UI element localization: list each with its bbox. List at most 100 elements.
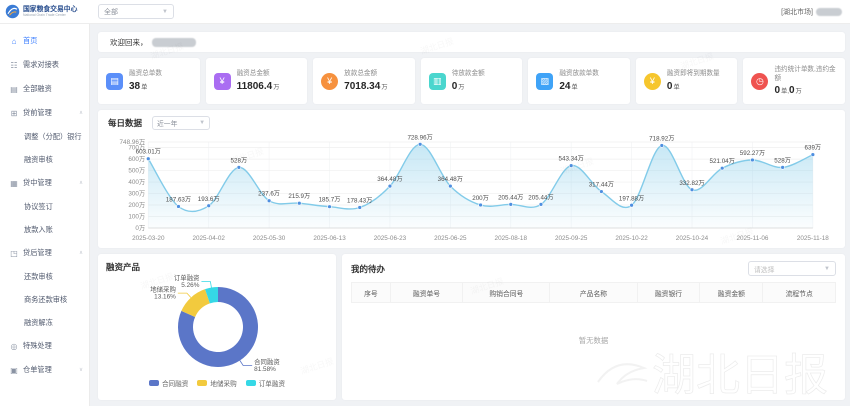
x-axis-tick-label: 2025-05-30 xyxy=(253,235,286,242)
x-axis-tick-label: 2025-09-25 xyxy=(555,235,588,242)
market-filter-select[interactable]: 全部 ▼ xyxy=(98,4,174,19)
data-point-label: 528万 xyxy=(231,157,248,164)
column-header-financing-amount: 融资金额 xyxy=(699,282,764,303)
data-point xyxy=(568,163,574,168)
todo-table: 序号 融资单号 购销合同号 产品名称 融资银行 融资金额 流程节点 暂无数据 xyxy=(351,282,836,379)
y-axis-tick-label: 100万 xyxy=(128,213,145,221)
welcome-banner: 欢迎回来， xyxy=(98,32,845,52)
stat-card-body: 融资放款单数 24单 xyxy=(559,70,599,91)
donut-slice-order-financing[interactable] xyxy=(205,287,218,304)
sidebar-subitem-agreement-signing[interactable]: 协议签订 xyxy=(24,201,53,211)
legend-item-contract-financing[interactable]: 合同融资 xyxy=(148,378,188,388)
legend-swatch xyxy=(245,380,256,386)
column-header-financing-bank: 融资银行 xyxy=(636,282,701,303)
stat-unit: 万 xyxy=(458,83,465,91)
x-axis-tick-label: 2025-06-23 xyxy=(374,235,407,242)
stat-number: 0 xyxy=(451,80,458,92)
data-point xyxy=(750,157,755,163)
stat-card-body: 违约统计单数,违约金额 0单,0万 xyxy=(774,66,841,95)
slice-name-label: 地储采购 xyxy=(150,285,176,294)
stat-value: 24单 xyxy=(559,81,599,92)
coin-icon: ¥ xyxy=(321,72,339,90)
data-point xyxy=(538,202,544,207)
y-axis-tick-label: 0万 xyxy=(135,224,145,232)
logo-title: 国家粮食交易中心 xyxy=(23,5,78,13)
column-header-purchase-contract-no: 购销合同号 xyxy=(462,282,551,303)
stat-unit: 万 xyxy=(795,87,802,95)
stat-number: 11806.4 xyxy=(236,80,273,92)
date-range-select[interactable]: 近一年 ▼ xyxy=(152,116,211,130)
sidebar-item-label: 需求对接表 xyxy=(23,60,59,69)
stat-card-total-financing-amount: ¥ 融资总金额 11806.4万 xyxy=(205,58,308,104)
user-name-redacted[interactable] xyxy=(816,7,842,16)
sidebar-item-warehouse-receipt-management[interactable]: ▣ 仓单管理 ∨ xyxy=(0,358,89,382)
column-header-product-name: 产品名称 xyxy=(549,282,638,303)
data-point-label: 178.43万 xyxy=(347,198,372,205)
data-point-label: 364.48万 xyxy=(438,176,463,183)
legend-item-reserve-purchase[interactable]: 地储采购 xyxy=(197,378,237,388)
box-icon: ▣ xyxy=(10,365,18,375)
sidebar-subitem-financing-review[interactable]: 融资审核 xyxy=(24,154,53,164)
data-point xyxy=(720,165,725,171)
data-point xyxy=(206,203,211,208)
sidebar-item-demand-docking-table[interactable]: ☷ 需求对接表 xyxy=(0,53,89,77)
sidebar-subitem-adjust-allocate-bank[interactable]: 调整（分配）银行 xyxy=(24,131,82,141)
data-point xyxy=(146,156,151,161)
data-point-label: 543.34万 xyxy=(559,156,584,163)
sidebar-item-all-financing[interactable]: ▤ 全部融资 xyxy=(0,77,89,101)
grid-icon: ◳ xyxy=(10,248,18,258)
chevron-up-icon: ∧ xyxy=(78,180,83,186)
gold-coin-icon: ¥ xyxy=(643,72,661,90)
welcome-user-redacted xyxy=(151,37,196,47)
sidebar-subitem-loan-disbursement-entry[interactable]: 放款入账 xyxy=(24,224,53,234)
stat-title: 融资即将到期数量 xyxy=(666,70,720,78)
data-point xyxy=(599,189,604,194)
sidebar-item-post-loan-management[interactable]: ◳ 贷后管理 ∧ xyxy=(0,241,89,265)
money-icon: ¥ xyxy=(213,72,231,90)
legend-item-order-financing[interactable]: 订单融资 xyxy=(245,378,285,388)
stat-card-total-loan-amount: ¥ 放款总金额 7018.34万 xyxy=(313,58,415,104)
grain-center-logo-icon xyxy=(5,4,20,19)
stat-card-default-stats: ◷ 违约统计单数,违约金额 0单,0万 xyxy=(743,58,846,104)
stat-title: 放款总金额 xyxy=(344,70,378,78)
sidebar-item-home[interactable]: ⌂ 首页 xyxy=(0,29,89,53)
donut-slice-reserve-purchase[interactable] xyxy=(181,289,210,317)
data-point-label: 332.82万 xyxy=(679,180,704,187)
stat-number: 38 xyxy=(129,80,141,92)
sidebar-subitem-financing-unfreeze[interactable]: 融资解冻 xyxy=(24,317,53,327)
market-label: [湖北市场] xyxy=(781,8,813,16)
stat-card-body: 待放款金额 0万 xyxy=(452,70,485,91)
data-point xyxy=(357,205,362,210)
slice-name-label: 订单融资 xyxy=(174,273,200,282)
chevron-up-icon: ∧ xyxy=(78,110,83,116)
stat-card-pending-loan-amount: ▥ 待放款金额 0万 xyxy=(420,58,523,104)
sidebar-item-pre-loan-management[interactable]: ⊞ 贷前管理 ∧ xyxy=(0,101,89,125)
financing-products-title: 融资产品 xyxy=(106,262,141,272)
donut-slice-contract-financing[interactable] xyxy=(178,287,258,367)
sidebar-subitem-business-repayment-review[interactable]: 商务还款审核 xyxy=(24,294,68,304)
todo-filter-select[interactable]: 请选择 ▼ xyxy=(748,261,836,276)
data-point-label: 521.04万 xyxy=(710,158,735,165)
user-icon: ☷ xyxy=(10,60,18,70)
sidebar-item-label: 贷中管理 xyxy=(23,178,52,187)
data-point-label: 592.27万 xyxy=(740,150,765,157)
sidebar-item-label: 贷前管理 xyxy=(23,108,52,117)
sidebar-item-in-loan-management[interactable]: ▦ 贷中管理 ∧ xyxy=(0,171,89,195)
data-point-label: 528万 xyxy=(774,157,791,164)
sidebar-subitem-repayment-review[interactable]: 还款审核 xyxy=(24,271,53,281)
sidebar-item-special-processing[interactable]: ◎ 特殊处理 xyxy=(0,334,89,358)
layers-icon: ▦ xyxy=(10,178,18,188)
data-point-label: 237.6万 xyxy=(258,191,280,198)
data-point-label: 603.01万 xyxy=(136,149,161,156)
y-axis-tick-label: 300万 xyxy=(128,190,145,198)
stat-number: 0 xyxy=(774,84,781,96)
stat-title: 融资总金额 xyxy=(236,70,270,78)
stat-unit: 单 xyxy=(141,83,148,91)
stat-value: 38单 xyxy=(129,81,162,92)
label-leader-line xyxy=(201,281,212,288)
stat-card-body: 放款总金额 7018.34万 xyxy=(344,70,387,91)
data-point xyxy=(780,165,785,170)
date-range-value: 近一年 xyxy=(157,121,178,128)
stat-title: 待放款金额 xyxy=(451,70,485,78)
x-axis-tick-label: 2025-04-02 xyxy=(192,235,225,242)
